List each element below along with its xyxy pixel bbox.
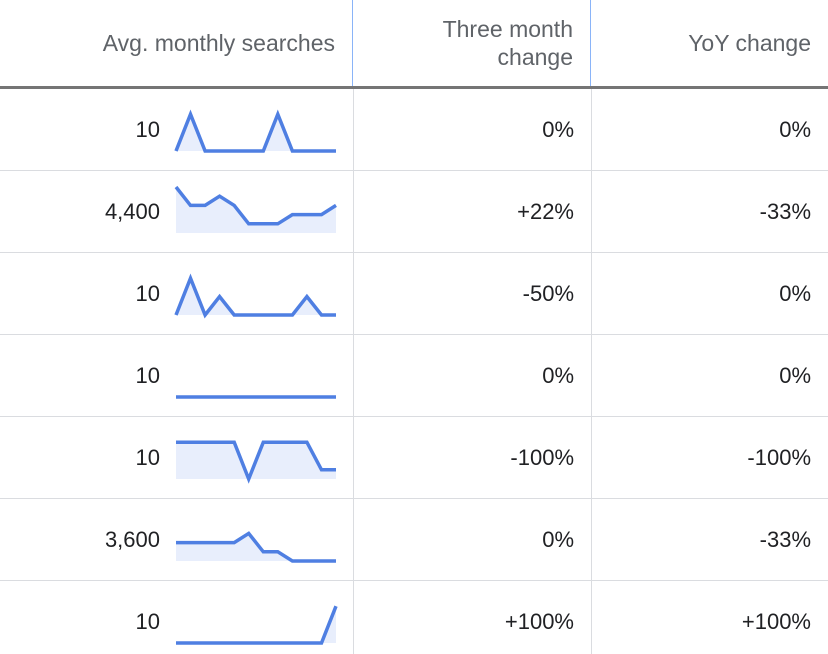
column-header-avg-monthly-searches[interactable]: Avg. monthly searches [0, 0, 353, 86]
three-month-change-cell: -50% [353, 253, 591, 334]
trend-sparkline [176, 605, 338, 645]
yoy-change-cell: -33% [591, 499, 828, 580]
yoy-change-cell: 0% [591, 253, 828, 334]
yoy-change-cell: +100% [591, 581, 828, 654]
sparkline-line [176, 440, 336, 484]
sparkline-area [176, 114, 336, 151]
trend-sparkline-cell [174, 417, 338, 498]
avg-monthly-searches-cell: 4,400 [104, 198, 160, 224]
sparkline-area [176, 533, 336, 561]
sparkline-area [176, 278, 336, 315]
trend-sparkline [174, 273, 336, 319]
table-row: 10 +100% +100% [0, 581, 828, 654]
table-body: 10 0% 0% 4,400 +22% -33% 10 -50% 0% 10 0… [0, 89, 828, 654]
column-header-three-month-change[interactable]: Three month change [353, 0, 591, 86]
table-row: 10 0% 0% [0, 335, 828, 417]
column-header-label: YoY change [688, 30, 811, 56]
three-month-change-cell: 0% [353, 89, 591, 170]
trend-sparkline [176, 531, 336, 563]
table-row: 4,400 +22% -33% [0, 171, 828, 253]
sparkline-area [176, 606, 336, 643]
column-header-label-line1: Three month [442, 16, 573, 42]
three-month-change-cell: -100% [353, 417, 591, 498]
yoy-change-cell: 0% [591, 89, 828, 170]
yoy-change-cell: -33% [591, 171, 828, 252]
three-month-change-cell: 0% [353, 335, 591, 416]
trend-sparkline-cell [174, 581, 338, 654]
table-row: 10 -50% 0% [0, 253, 828, 335]
trend-sparkline [176, 440, 336, 484]
trend-sparkline [176, 395, 336, 399]
three-month-change-cell: +22% [353, 171, 591, 252]
sparkline-line [176, 605, 338, 645]
avg-monthly-searches-cell: 10 [135, 116, 160, 142]
sparkline-line [174, 185, 337, 226]
three-month-change-cell: 0% [353, 499, 591, 580]
sparkline-line [176, 531, 336, 563]
column-header-yoy-change[interactable]: YoY change [591, 0, 828, 86]
yoy-change-cell: -100% [591, 417, 828, 498]
trend-sparkline [174, 109, 336, 153]
trend-sparkline-cell [174, 335, 338, 416]
sparkline-line [174, 109, 336, 153]
table-header: Avg. monthly searches Three month change… [0, 0, 828, 89]
avg-monthly-searches-cell: 3,600 [104, 526, 160, 552]
yoy-change-cell: 0% [591, 335, 828, 416]
column-header-label: Avg. monthly searches [102, 30, 335, 56]
avg-monthly-searches-cell: 10 [135, 280, 160, 306]
trend-sparkline [174, 185, 337, 233]
trend-sparkline-cell [174, 171, 338, 252]
sparkline-line [174, 273, 336, 319]
sparkline-area [176, 187, 336, 233]
trend-sparkline-cell [174, 89, 338, 170]
trend-sparkline-cell [174, 499, 338, 580]
avg-monthly-searches-cell: 10 [135, 362, 160, 388]
table-row: 10 -100% -100% [0, 417, 828, 499]
avg-monthly-searches-cell: 10 [135, 608, 160, 634]
table-row: 3,600 0% -33% [0, 499, 828, 581]
avg-monthly-searches-cell: 10 [135, 444, 160, 470]
trend-sparkline-cell [174, 253, 338, 334]
three-month-change-cell: +100% [353, 581, 591, 654]
column-header-label: Three month change [443, 15, 573, 71]
table-row: 10 0% 0% [0, 89, 828, 171]
column-header-label-line2: change [497, 44, 573, 70]
